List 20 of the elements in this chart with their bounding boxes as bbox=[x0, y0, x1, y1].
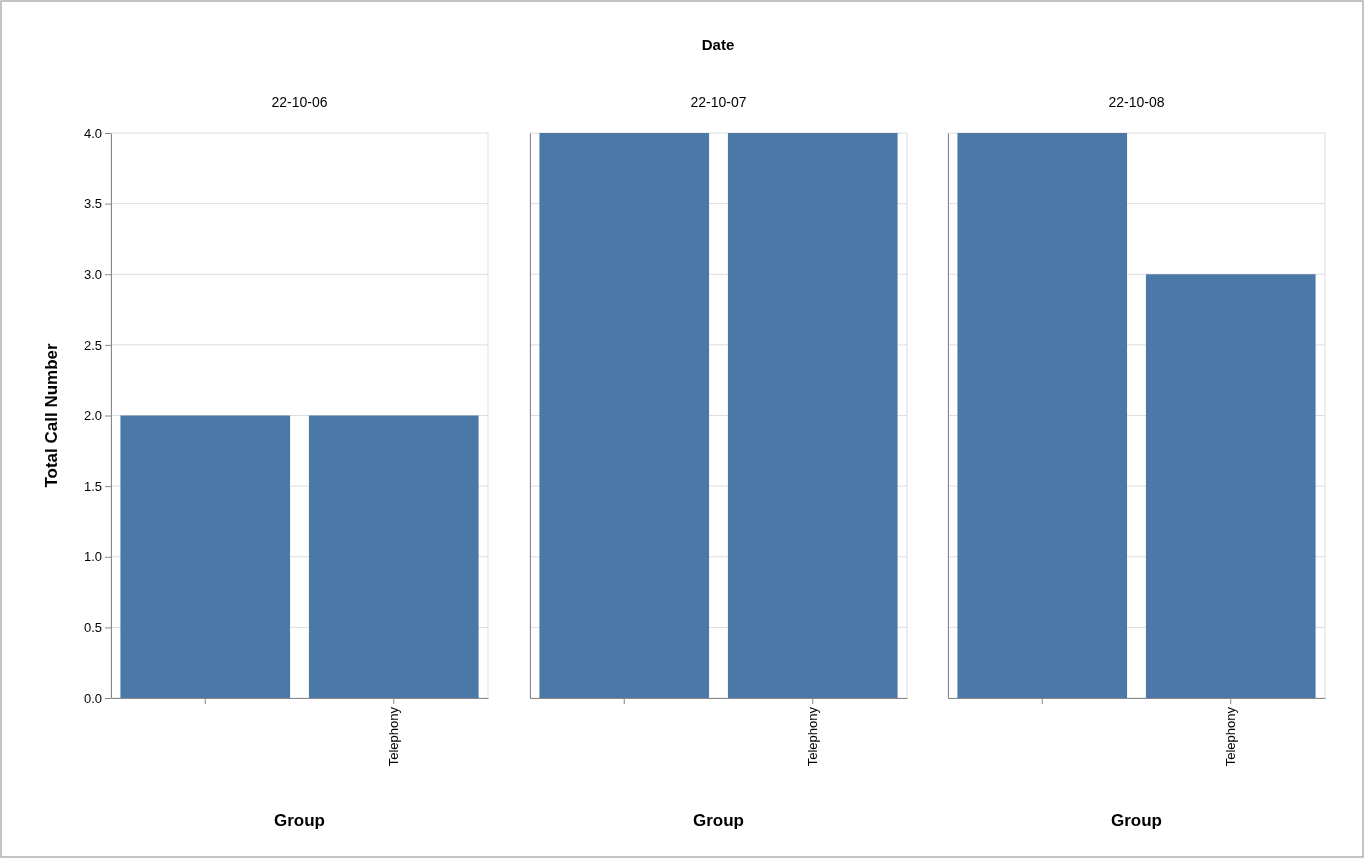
x-tick-label: Telephony bbox=[386, 706, 402, 767]
y-tick-label: 1.0 bbox=[83, 549, 102, 565]
chart-title: 22-10-08 bbox=[1108, 94, 1165, 110]
y-tick-label: 0.0 bbox=[83, 690, 102, 706]
y-tick-label: 1.5 bbox=[83, 478, 102, 494]
chart-title: 22-10-06 bbox=[271, 94, 328, 110]
y-tick-label: 0.5 bbox=[83, 620, 102, 636]
text: Date bbox=[701, 36, 735, 53]
y-tick-label: 2.5 bbox=[83, 337, 102, 353]
y-axis-title: Total Call Number bbox=[42, 343, 61, 488]
y-tick-label: 3.5 bbox=[83, 196, 102, 212]
x-axis-title: Group bbox=[693, 811, 744, 830]
x-axis-title: Group bbox=[1111, 811, 1162, 830]
y-tick-label: 2.0 bbox=[83, 408, 102, 424]
y-tick-label: 4.0 bbox=[83, 125, 102, 141]
y-tick-label: 3.0 bbox=[83, 266, 102, 282]
x-tick-label: Telephony bbox=[805, 706, 821, 767]
x-axis-title: Group bbox=[274, 811, 325, 830]
chart-title: 22-10-07 bbox=[690, 94, 747, 110]
x-tick-label: Telephony bbox=[1223, 706, 1239, 767]
